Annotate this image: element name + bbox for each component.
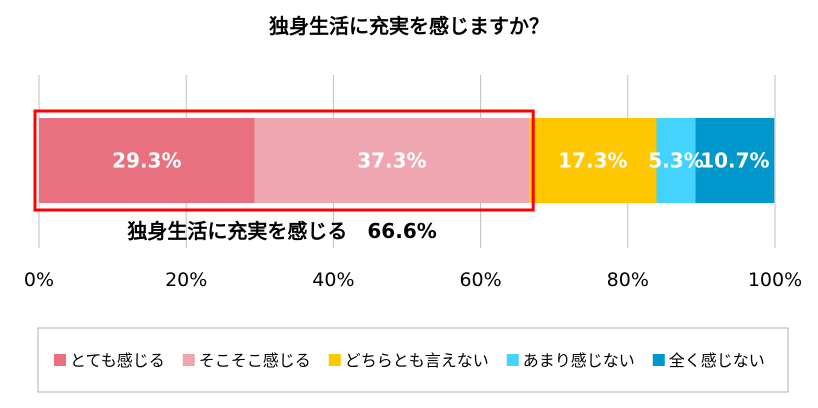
x-tick-label: 80% — [607, 269, 649, 291]
legend-item: どちらとも言えない — [328, 351, 489, 370]
data-label: 10.7% — [700, 149, 769, 173]
x-tick-label: 20% — [165, 269, 207, 291]
bar-segment — [656, 118, 696, 203]
legend-swatch — [328, 354, 341, 366]
legend-label: 全く感じない — [669, 351, 765, 370]
bar-segment — [39, 118, 255, 203]
bar-segment — [529, 118, 657, 203]
x-axis-ticks: 0% 20% 40% 60% 80% 100% — [24, 269, 802, 291]
chart-title: 独身生活に充実を感じますか？ — [269, 14, 549, 38]
legend-item: そこそこ感じる — [182, 351, 311, 370]
legend: とても感じる そこそこ感じる どちらとも言えない あまり感じない 全く感じない — [54, 351, 765, 370]
legend-swatch — [54, 354, 66, 366]
data-label: 17.3% — [558, 149, 627, 173]
legend-item: あまり感じない — [506, 351, 635, 370]
x-tick-label: 40% — [312, 269, 354, 291]
data-labels: 29.3% 37.3% 17.3% 5.3%10.7% — [112, 149, 769, 173]
legend-swatch — [182, 354, 195, 366]
bar-segments — [39, 118, 775, 203]
data-label: 29.3% — [112, 149, 181, 173]
bar-segment — [695, 118, 775, 203]
data-label: 5.3% — [648, 149, 703, 173]
legend-label: どちらとも言えない — [345, 351, 489, 370]
legend-label: あまり感じない — [523, 351, 635, 370]
legend-label: そこそこ感じる — [199, 351, 311, 370]
highlight-box — [33, 109, 535, 212]
legend-item: とても感じる — [54, 351, 165, 370]
legend-swatch — [506, 354, 519, 366]
x-tick-label: 60% — [459, 269, 501, 291]
legend-item: 全く感じない — [652, 351, 765, 370]
legend-swatch — [652, 354, 665, 366]
bar-segment — [254, 118, 530, 203]
x-tick-label: 100% — [748, 269, 802, 291]
legend-label: とても感じる — [70, 351, 165, 370]
x-tick-label: 0% — [24, 269, 54, 291]
data-label: 37.3% — [357, 149, 426, 173]
highlight-annotation: 独身生活に充実を感じる 66.6% — [127, 219, 436, 243]
